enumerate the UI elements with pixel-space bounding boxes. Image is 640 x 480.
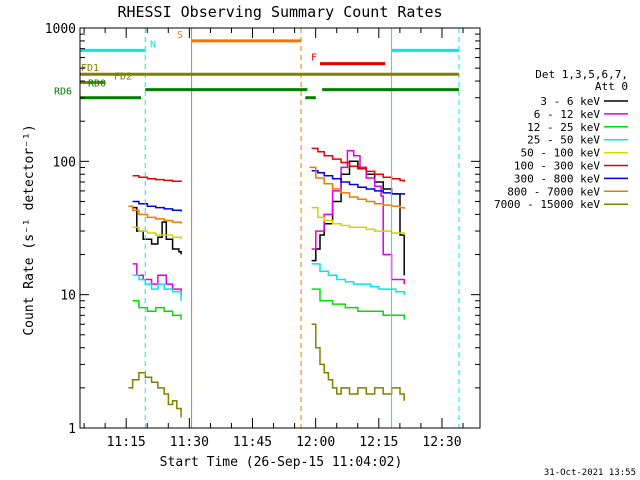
legend-label-4: 50 - 100 keV [521,147,601,160]
legend-label-3: 25 - 50 keV [527,134,600,147]
y-tick-label-0: 1 [68,422,76,437]
x-tick-label-3: 12:00 [296,435,335,450]
series-8-segment-0 [128,371,182,418]
series-3-segment-0 [132,274,182,301]
series-6-segment-0 [132,200,182,212]
x-tick-label-2: 11:45 [233,435,272,450]
state-label-fd1: FD1 [81,63,99,74]
state-label-rd6: RD6 [54,87,72,98]
legend-label-0: 3 - 6 keV [540,95,600,108]
state-label-n: N [150,39,156,50]
x-axis-label: Start Time (26-Sep-15 11:04:02) [160,455,403,470]
series-8-segment-1 [311,323,405,401]
legend-label-5: 100 - 300 keV [514,160,600,173]
series-3-segment-1 [311,263,405,295]
state-label-rd0: RD0 [88,79,106,90]
series-7-segment-0 [128,205,182,224]
chart-title: RHESSI Observing Summary Count Rates [117,3,442,21]
footer-date: 31-Oct-2021 13:55 [544,468,636,478]
plot-frame [79,27,481,429]
legend-label-8: 7000 - 15000 keV [494,198,600,211]
x-tick-label-5: 12:30 [422,435,461,450]
series-1-segment-0 [132,263,182,295]
state-label-f: F [311,53,317,64]
series-4-segment-0 [132,226,182,240]
x-tick-label-0: 11:15 [107,435,146,450]
state-label-fd2: FD2 [114,72,132,83]
y-tick-label-3: 1000 [45,22,76,37]
legend-header-0: Det 1,3,5,6,7, [535,68,628,81]
y-axis-label: Count Rate (s⁻¹ detector⁻¹) [22,124,37,335]
state-label-s: S [177,30,183,41]
legend-label-6: 300 - 800 keV [514,172,600,185]
series-2-segment-0 [132,300,182,320]
legend-label-1: 6 - 12 keV [534,108,601,121]
legend-label-2: 12 - 25 keV [527,121,600,134]
legend-label-7: 800 - 7000 keV [507,185,600,198]
legend-header-1: Att 0 [595,80,628,93]
axis-layer: 1 10 100 1000 11:15 11:30 11:45 12:00 12:15 12:30 [45,22,480,450]
series-1-segment-1 [311,150,405,285]
series-5-segment-0 [132,174,182,182]
x-tick-label-1: 11:30 [170,435,209,450]
x-tick-label-4: 12:15 [359,435,398,450]
y-tick-label-2: 100 [53,155,76,170]
y-tick-label-1: 10 [60,289,76,304]
